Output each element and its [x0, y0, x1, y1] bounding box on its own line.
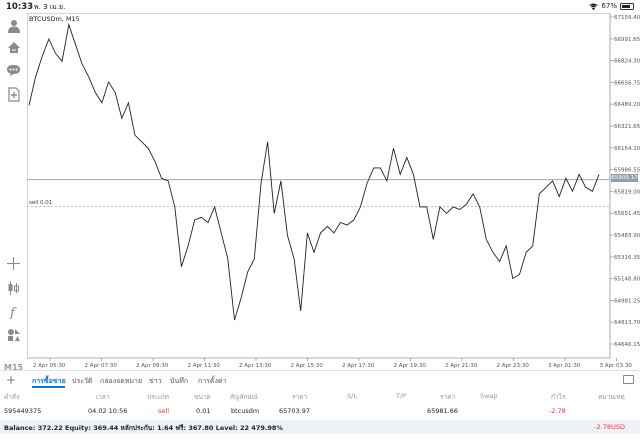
total-profit: -2.78: [594, 423, 611, 431]
row-time: 04.02 10:56: [88, 407, 128, 415]
price-tick-label: 66154.10: [614, 146, 640, 152]
status-bar: 10:33 พ. 3 เม.ย. 67%: [0, 0, 640, 13]
symbol-title: BTCUSDm, M15: [29, 15, 80, 23]
candle-style-icon[interactable]: [5, 279, 22, 296]
objects-icon[interactable]: [5, 326, 22, 343]
time-tick-label: 2 Apr 05:30: [33, 363, 66, 369]
price-tick-label: 65651.45: [614, 211, 640, 217]
header-size: ขนาด: [194, 393, 211, 401]
price-tick-label: 64646.15: [614, 342, 640, 348]
crosshair-icon[interactable]: [5, 255, 22, 272]
battery-icon: [620, 2, 634, 10]
time-tick-label: 3 Apr 01:30: [548, 363, 581, 369]
tab-trade[interactable]: การซื้อขาย: [32, 377, 66, 385]
indicator-icon[interactable]: f: [5, 303, 22, 320]
time-tick-label: 2 Apr 19:30: [394, 363, 427, 369]
price-tick-label: 67159.40: [614, 15, 640, 21]
price-tick-label: 65986.55: [614, 168, 640, 174]
left-toolbar: f M15: [0, 13, 27, 372]
trade-icon[interactable]: [5, 38, 22, 55]
expand-icon[interactable]: [623, 375, 634, 384]
active-tab-indicator: [32, 386, 65, 388]
price-tick-label: 65148.80: [614, 277, 640, 283]
price-tick-label: 65483.90: [614, 233, 640, 239]
header-swap: Swap: [480, 392, 498, 400]
price-tick-label: 65316.35: [614, 255, 640, 261]
price-tick-label: 66991.65: [614, 37, 640, 43]
time-tick-label: 2 Apr 09:30: [136, 363, 169, 369]
account-icon[interactable]: [5, 17, 22, 34]
price-chart[interactable]: 67159.40 66991.65 66824.30 66656.75 66489.20…: [26, 12, 640, 370]
time-tick-label: 2 Apr 17:30: [342, 363, 375, 369]
row-price: 65703.97: [279, 407, 311, 415]
header-tp: T/P: [396, 392, 407, 400]
tab-mailbox[interactable]: กล่องจดหมาย: [100, 377, 143, 385]
time-tick-label: 2 Apr 21:30: [445, 363, 478, 369]
last-price-badge: 65909.17: [611, 174, 638, 182]
tab-news[interactable]: ข่าว: [149, 377, 162, 385]
price-tick-label: 64813.70: [614, 320, 640, 326]
chat-icon[interactable]: [5, 62, 22, 79]
status-date: พ. 3 เม.ย.: [34, 3, 66, 11]
add-order-button[interactable]: +: [6, 373, 17, 387]
tab-history[interactable]: ประวัติ: [72, 377, 93, 385]
header-order: คำสั่ง: [4, 393, 20, 401]
row-type: sell: [158, 407, 169, 415]
time-tick-label: 2 Apr 23:30: [497, 363, 530, 369]
row-symbol: btcusdm: [231, 407, 260, 415]
plot-area: [26, 12, 611, 359]
wifi-icon: [589, 3, 599, 10]
price-tick-label: 66656.75: [614, 80, 640, 86]
table-row[interactable]: 595449375 04.02 10:56 sell 0.01 btcusdm …: [0, 404, 640, 418]
time-tick-label: 2 Apr 07:30: [85, 363, 118, 369]
chart-svg: 67159.40 66991.65 66824.30 66656.75 66489.20…: [26, 12, 640, 369]
battery-percent: 67%: [601, 2, 617, 10]
price-tick-label: 66824.30: [614, 59, 640, 65]
balance-bar: Balance: 372.22 Equity: 369.44 หลักประกั…: [0, 420, 640, 434]
price-tick-label: 64981.25: [614, 298, 640, 304]
price-line: [28, 22, 600, 321]
header-symbol: สัญลักษณ์: [230, 393, 258, 401]
header-sl: S/L: [347, 392, 357, 400]
sell-order-label: sell 0.01: [29, 200, 53, 206]
row-size: 0.01: [196, 407, 211, 415]
time-tick-label: 3 Apr 03:30: [600, 363, 633, 369]
price-tick-label: 66489.20: [614, 102, 640, 108]
status-right: 67%: [589, 2, 634, 10]
header-comment: หมายเหตุ: [598, 393, 625, 401]
table-header: คำสั่ง เวลา ประเภท ขนาด สัญลักษณ์ ราคา S…: [0, 389, 640, 403]
row-order: 595449375: [4, 407, 42, 415]
header-price2: ราคา: [440, 393, 456, 401]
balance-summary: Balance: 372.22 Equity: 369.44 หลักประกั…: [4, 424, 283, 432]
price-tick-label: 66321.65: [614, 124, 640, 130]
status-time: 10:33: [6, 2, 34, 12]
time-tick-label: 2 Apr 15:30: [291, 363, 324, 369]
header-price: ราคา: [292, 393, 308, 401]
tab-settings[interactable]: การตั้งค่า: [198, 377, 227, 385]
price-tick-label: 65819.00: [614, 189, 640, 195]
row-profit: -2.78: [549, 407, 566, 415]
add-chart-icon[interactable]: [5, 86, 22, 103]
terminal-tabs: + การซื้อขาย ประวัติ กล่องจดหมาย ข่าว บั…: [0, 370, 640, 388]
header-time: เวลา: [96, 393, 110, 401]
time-axis: 2 Apr 05:30 2 Apr 07:30 2 Apr 09:30 2 Apr 1…: [33, 358, 632, 369]
timeframe-label[interactable]: M15: [4, 363, 24, 372]
time-tick-label: 2 Apr 11:30: [188, 363, 221, 369]
svg-text:f: f: [9, 306, 17, 319]
price-axis: 67159.40 66991.65 66824.30 66656.75 66489.20…: [610, 15, 640, 348]
row-price2: 65981.66: [427, 407, 459, 415]
profit-currency: USD: [611, 423, 625, 431]
header-profit: กำไร: [551, 393, 566, 401]
tab-journal[interactable]: บันทึก: [170, 377, 189, 385]
header-type: ประเภท: [147, 393, 169, 401]
time-tick-label: 2 Apr 13:30: [239, 363, 272, 369]
